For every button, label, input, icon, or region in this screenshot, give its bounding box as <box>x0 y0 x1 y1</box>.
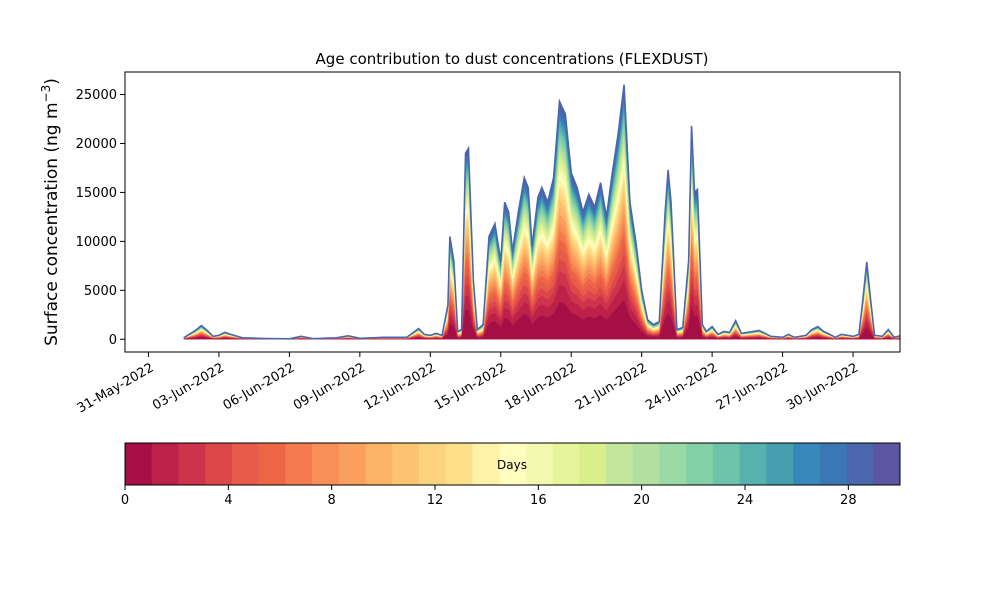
x-tick-label: 18-Jun-2022 <box>502 360 579 413</box>
colorbar-segment <box>766 443 794 485</box>
y-axis-label-close: ) <box>42 78 62 85</box>
age-layer-1 <box>183 280 900 340</box>
colorbar-segment <box>659 443 687 485</box>
x-tick-label: 03-Jun-2022 <box>150 360 227 413</box>
x-tick-label: 06-Jun-2022 <box>221 360 298 413</box>
age-layer-2 <box>183 266 900 340</box>
y-tick-label: 20000 <box>76 137 117 152</box>
y-tick-label: 15000 <box>76 186 117 201</box>
colorbar-tick-label: 28 <box>840 493 857 508</box>
colorbar-segment <box>712 443 741 485</box>
colorbar-segment <box>606 443 634 485</box>
x-tick-label: 31-May-2022 <box>75 360 157 416</box>
y-tick-label: 25000 <box>76 88 117 103</box>
colorbar-segment <box>125 443 153 485</box>
x-tick-label: 27-Jun-2022 <box>714 360 791 413</box>
colorbar-segment <box>525 443 554 485</box>
colorbar-segment <box>819 443 848 485</box>
colorbar-tick-label: 0 <box>121 493 129 508</box>
colorbar-segment <box>312 443 340 485</box>
y-axis-label-exponent: −3 <box>39 85 53 103</box>
age-layer-0 <box>183 299 900 340</box>
colorbar-tick-label: 20 <box>633 493 650 508</box>
colorbar-segment <box>418 443 447 485</box>
colorbar <box>125 443 901 485</box>
stacked-area-layers <box>183 84 900 340</box>
colorbar-segment <box>285 443 313 485</box>
colorbar-segment <box>793 443 821 485</box>
plot-frame <box>124 71 901 353</box>
colorbar-ticks: 0 4 8 12 16 20 24 28 <box>121 485 857 508</box>
colorbar-frame <box>124 442 901 486</box>
x-tick-label: 24-Jun-2022 <box>643 360 720 413</box>
colorbar-segment <box>472 443 500 485</box>
colorbar-segment <box>873 443 901 485</box>
colorbar-segment <box>365 443 393 485</box>
colorbar-segment <box>205 443 233 485</box>
colorbar-segment <box>686 443 714 485</box>
x-tick-label: 30-Jun-2022 <box>784 360 861 413</box>
colorbar-label: Days <box>497 458 527 472</box>
y-axis-label: Surface concentration (ng m−3) <box>39 78 62 346</box>
colorbar-segment <box>632 443 660 485</box>
colorbar-segment <box>445 443 473 485</box>
y-tick-label: 10000 <box>76 235 117 250</box>
colorbar-tick-label: 24 <box>737 493 754 508</box>
colorbar-segment <box>178 443 206 485</box>
total-outline <box>183 84 900 340</box>
x-tick-label: 21-Jun-2022 <box>573 360 650 413</box>
y-axis-label-main: Surface concentration (ng m <box>42 102 62 345</box>
colorbar-segment <box>552 443 580 485</box>
y-tick-label: 0 <box>109 333 117 348</box>
colorbar-segment <box>579 443 607 485</box>
x-axis: 31-May-202203-Jun-202206-Jun-202209-Jun-… <box>75 352 861 416</box>
colorbar-tick-label: 12 <box>427 493 444 508</box>
colorbar-tick-label: 4 <box>224 493 232 508</box>
colorbar-tick-label: 8 <box>328 493 336 508</box>
x-tick-label: 15-Jun-2022 <box>432 360 509 413</box>
colorbar-segment <box>392 443 420 485</box>
colorbar-segment <box>846 443 874 485</box>
colorbar-segment <box>231 443 260 485</box>
colorbar-segment <box>338 443 367 485</box>
colorbar-segment <box>499 443 527 485</box>
colorbar-segment <box>258 443 286 485</box>
y-axis: 0 5000 10000 15000 20000 25000 <box>76 88 125 348</box>
y-tick-label: 5000 <box>84 284 117 299</box>
colorbar-segment <box>151 443 179 485</box>
x-tick-label: 09-Jun-2022 <box>291 360 368 413</box>
x-tick-label: 12-Jun-2022 <box>361 360 438 413</box>
colorbar-segment <box>739 443 767 485</box>
colorbar-tick-label: 16 <box>530 493 547 508</box>
chart-title: Age contribution to dust concentrations … <box>316 50 709 68</box>
